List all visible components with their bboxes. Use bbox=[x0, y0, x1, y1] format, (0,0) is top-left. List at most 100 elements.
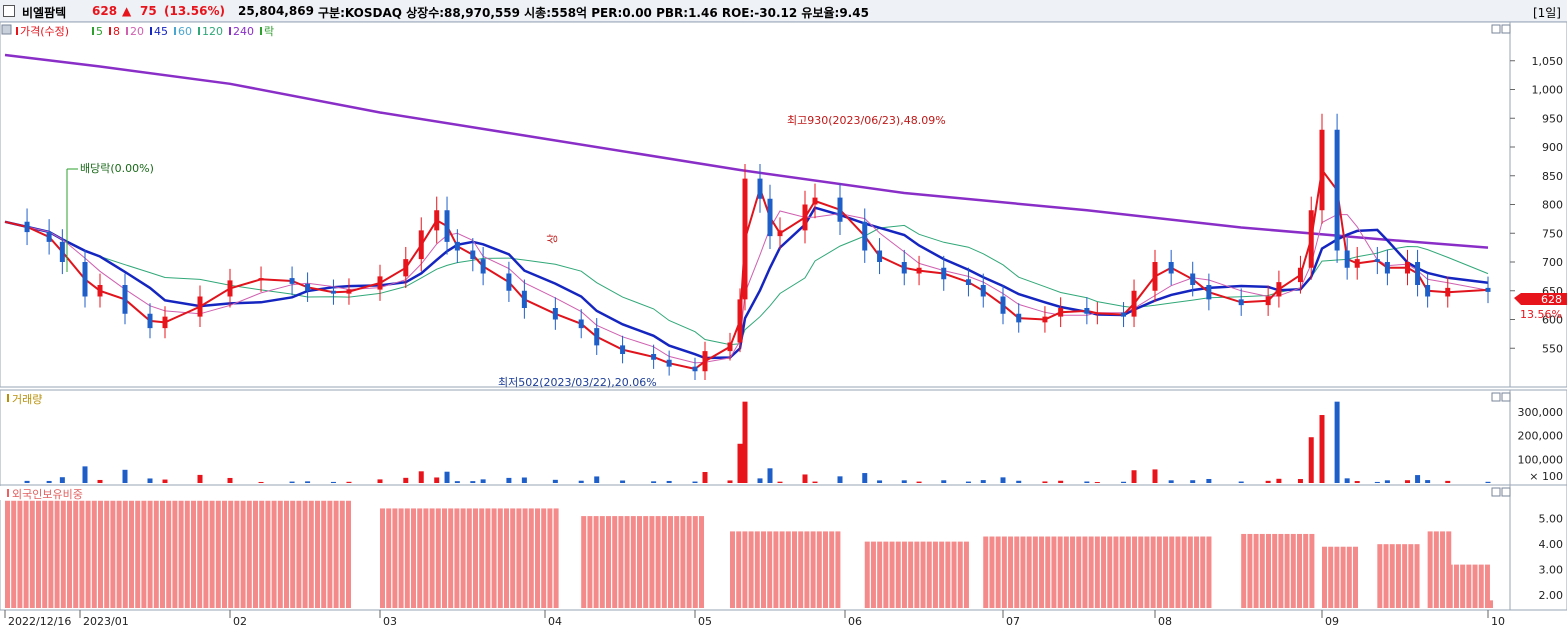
ma20-line bbox=[4, 210, 1489, 364]
panel-menu-icon[interactable] bbox=[1, 24, 12, 35]
foreign-bar bbox=[1460, 564, 1466, 608]
volume-bar bbox=[1265, 480, 1271, 483]
foreign-bar bbox=[1484, 564, 1490, 608]
current-pct-tag-label: 13.56% bbox=[1520, 308, 1562, 321]
volume-bar bbox=[1445, 480, 1451, 483]
volume-bar bbox=[1190, 480, 1196, 483]
legend-swatch bbox=[109, 27, 111, 35]
foreign-bar bbox=[1008, 536, 1014, 608]
date-tick-label: 02 bbox=[233, 615, 247, 628]
date-tick-label: 07 bbox=[1006, 615, 1020, 628]
volume-bar bbox=[418, 471, 424, 483]
foreign-bar bbox=[91, 500, 97, 608]
volume-bar bbox=[702, 471, 708, 483]
stock-info: 구분:KOSDAQ 상장수:88,970,559 시총:558억 PER:0.0… bbox=[318, 6, 869, 20]
foreign-bar bbox=[172, 500, 178, 608]
foreign-bar bbox=[983, 536, 989, 608]
foreign-bar bbox=[1101, 536, 1107, 608]
volume-tick-label: 200,000 bbox=[1518, 430, 1564, 443]
foreign-legend: 외국인보유비중 bbox=[12, 488, 83, 501]
select-checkbox[interactable] bbox=[3, 5, 15, 17]
foreign-bar bbox=[1265, 533, 1271, 608]
foreign-bar bbox=[153, 500, 159, 608]
maximize-volume-icon[interactable] bbox=[1501, 392, 1511, 402]
foreign-bar bbox=[754, 531, 760, 608]
foreign-bar bbox=[798, 531, 804, 608]
foreign-bar bbox=[197, 500, 203, 608]
volume-bar bbox=[1042, 481, 1048, 483]
foreign-bar bbox=[522, 508, 528, 608]
foreign-bar bbox=[5, 500, 10, 608]
volume-bar bbox=[470, 481, 476, 483]
foreign-bar bbox=[497, 508, 503, 608]
volume-bar bbox=[1405, 480, 1411, 483]
foreign-bar bbox=[870, 541, 876, 608]
foreign-bar bbox=[1014, 536, 1020, 608]
foreign-bar bbox=[333, 500, 339, 608]
maximize-foreign-icon[interactable] bbox=[1501, 487, 1511, 497]
foreign-bar bbox=[1340, 546, 1346, 608]
foreign-bar bbox=[36, 500, 41, 608]
volume-bar bbox=[1354, 481, 1360, 483]
minimize-panel-icon[interactable] bbox=[1491, 24, 1501, 34]
minimize-volume-icon[interactable] bbox=[1491, 392, 1501, 402]
candle-body bbox=[403, 259, 409, 277]
legend-swatch bbox=[150, 27, 152, 35]
foreign-bar bbox=[1082, 536, 1088, 608]
foreign-bar bbox=[680, 516, 686, 608]
foreign-bar bbox=[454, 508, 460, 608]
minimize-foreign-icon[interactable] bbox=[1491, 487, 1501, 497]
candle-body bbox=[346, 289, 352, 294]
foreign-bar bbox=[203, 500, 209, 608]
foreign-bar bbox=[877, 541, 883, 608]
period-selector[interactable]: [1일] bbox=[1532, 6, 1561, 20]
candlesticks bbox=[24, 113, 1491, 381]
foreign-bar bbox=[327, 500, 333, 608]
foreign-bar bbox=[1125, 536, 1131, 608]
foreign-bar bbox=[178, 500, 184, 608]
foreign-bar bbox=[920, 541, 926, 608]
date-tick-label: 08 bbox=[1158, 615, 1172, 628]
candle-body bbox=[941, 267, 947, 280]
foreign-bar bbox=[1150, 536, 1156, 608]
date-tick-label: 03 bbox=[383, 615, 397, 628]
maximize-panel-icon[interactable] bbox=[1501, 24, 1511, 34]
volume-bar bbox=[377, 479, 383, 483]
foreign-bar bbox=[908, 541, 914, 608]
foreign-bar bbox=[792, 531, 797, 608]
foreign-bar bbox=[1187, 536, 1193, 608]
foreign-bar bbox=[392, 508, 398, 608]
foreign-bar bbox=[810, 531, 816, 608]
legend-item: 120 bbox=[202, 25, 223, 38]
candle-body bbox=[418, 230, 424, 260]
foreign-bar bbox=[54, 500, 60, 608]
candle-body bbox=[594, 328, 600, 346]
price-tick-label: 600 bbox=[1542, 314, 1563, 327]
volume-bar bbox=[346, 481, 352, 483]
candle-body bbox=[227, 280, 233, 297]
candle-body bbox=[444, 210, 450, 242]
volume-bar bbox=[97, 479, 103, 483]
volume-bar bbox=[46, 480, 52, 483]
legend-item: 45 bbox=[154, 25, 168, 38]
foreign-bar bbox=[321, 500, 327, 608]
volume-panel bbox=[0, 389, 1511, 486]
ma8-line bbox=[4, 167, 1489, 370]
foreign-bar bbox=[460, 508, 466, 608]
candle-body bbox=[122, 285, 128, 314]
foreign-bar bbox=[618, 516, 624, 608]
foreign-bar bbox=[995, 536, 1001, 608]
foreign-bar bbox=[661, 516, 667, 608]
foreign-bar bbox=[932, 541, 938, 608]
foreign-bar bbox=[271, 500, 277, 608]
volume-bar bbox=[1374, 481, 1380, 483]
volume-bar bbox=[1238, 481, 1244, 483]
foreign-bar bbox=[1045, 536, 1051, 608]
candle-body bbox=[289, 278, 295, 284]
foreign-tick-label: 2.00 bbox=[1539, 589, 1564, 602]
candle-body bbox=[727, 342, 733, 352]
price-tick-label: 850 bbox=[1542, 170, 1563, 183]
date-tick-label: 2022/12/16 bbox=[8, 615, 71, 628]
foreign-bar bbox=[315, 500, 320, 608]
